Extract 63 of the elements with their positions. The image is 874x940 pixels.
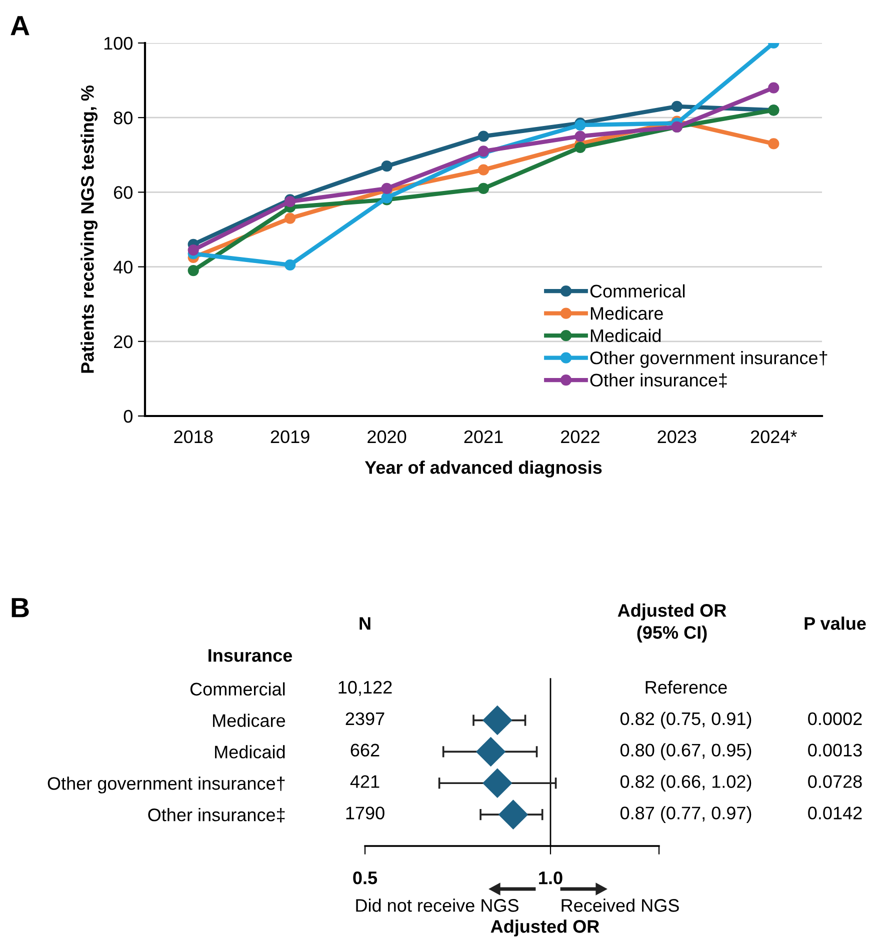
text: 0.0013 [808,744,862,757]
data-label: 0.82 (0.75, 0.91) [620,712,752,729]
point [768,138,780,150]
point [381,160,392,172]
point [188,244,199,256]
y-tick-label: 0 [124,410,132,423]
text: P value [804,616,866,630]
y-tick-label: Other government insurance† [48,776,285,794]
y-axis-title: Patients receiving NGS testing, % [80,85,98,373]
x-tick-label: 1.0 [539,871,562,884]
x-tick-label: 2023 [658,430,696,444]
y-tick-label: Other insurance‡ [148,808,285,822]
data-label: 0.82 (0.66, 1.02) [620,774,752,792]
text: N [360,617,370,630]
chart-title: A [10,16,30,36]
y-tick-label: 80 [114,112,132,124]
y-tick-label: Medicare [213,714,286,728]
x-tick-label: 2019 [270,430,310,444]
y-tick-label: 20 [114,335,132,348]
annotation: 1790 [346,806,384,820]
point [284,259,296,270]
text: Insurance [208,649,292,662]
x-tick-label: 2020 [368,430,406,444]
text: 0.0002 [808,712,862,726]
x-tick-label: 0.5 [353,871,378,884]
legend-label: Medicare [590,306,663,320]
x-axis-title: Year of advanced diagnosis [364,460,602,478]
x-tick-label: 2021 [464,430,503,444]
data-label: 0.80 (0.67, 0.95) [620,743,752,760]
y-tick-label: 100 [104,36,132,50]
point [671,100,682,112]
point [478,182,490,194]
legend-label: Other insurance‡ [590,373,727,388]
text: Received NGS [562,898,679,912]
text: Reference [646,680,727,694]
point [284,212,296,224]
y-tick-label: Commercial [190,682,285,696]
legend-label: Medicaid [590,328,661,342]
x-tick-label: 2022 [561,430,600,444]
point [574,130,586,142]
text: B [12,598,29,618]
x-axis-title: Adjusted OR [490,920,600,936]
point [188,264,199,276]
y-tick-label: 40 [114,260,132,274]
annotation: 662 [350,744,380,757]
annotation: 2397 [346,712,384,726]
point [574,142,586,153]
annotation: 10,122 [338,680,392,696]
legend-label: Other government insurance† [590,351,828,368]
text: Adjusted OR (95% CI) [618,604,726,642]
annotation: 421 [350,775,380,788]
point [478,130,490,142]
y-tick-label: 60 [114,186,132,199]
legend-label: Commerical [590,284,685,298]
text: Did not receive NGS [356,898,518,912]
text: 0.0728 [808,775,862,788]
data-label: 0.87 (0.77, 0.97) [620,806,752,823]
point [768,82,780,94]
point [478,164,490,176]
y-tick-label: Medicaid [215,745,285,758]
x-tick-label: 2024* [750,430,797,444]
x-tick-label: 2018 [174,430,213,444]
text: 0.0142 [808,806,862,820]
